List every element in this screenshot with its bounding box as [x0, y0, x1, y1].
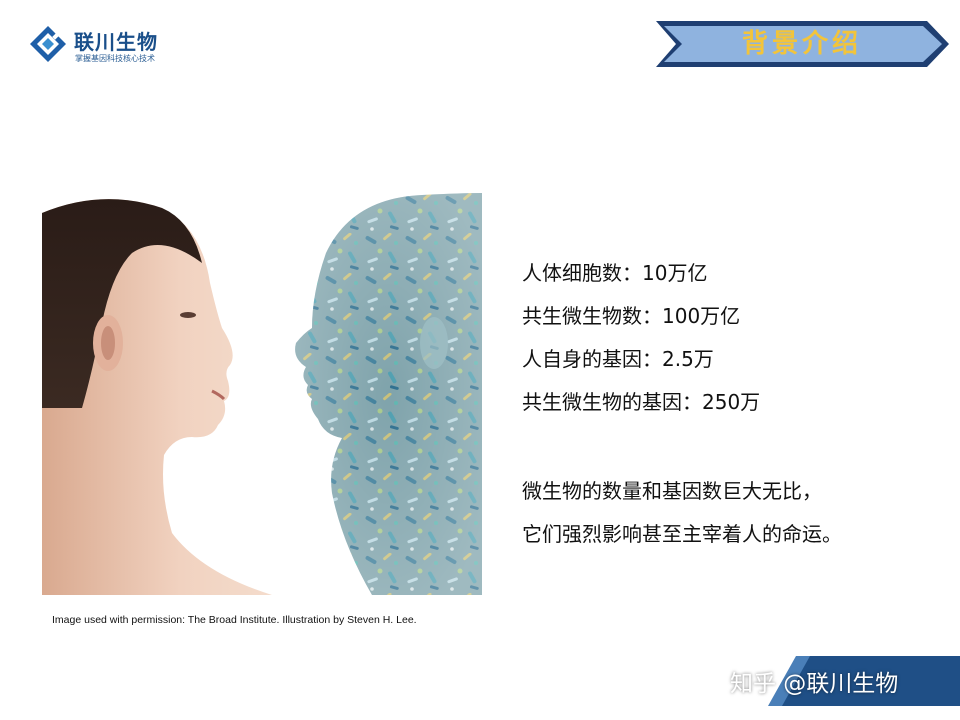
company-tagline: 掌握基因科技核心技术 [75, 54, 155, 63]
section-title-banner: 背景介绍 [652, 18, 952, 70]
company-logo: 联川生物 掌握基因科技核心技术 [28, 22, 168, 70]
banner-arrow-shape [656, 21, 949, 67]
image-caption: Image used with permission: The Broad In… [52, 614, 417, 626]
fact-microbe-genes: 共生微生物的基因：250万 [522, 390, 761, 414]
watermark-text: 知乎 @联川生物 [730, 671, 899, 697]
human-face-profile [42, 199, 272, 595]
zhihu-watermark: 知乎 @联川生物 [726, 656, 960, 706]
company-name: 联川生物 [74, 30, 158, 54]
human-microbe-faces-illustration [42, 193, 482, 595]
section-title: 背景介绍 [741, 29, 862, 59]
summary-line: 它们强烈影响甚至主宰着人的命运。 [522, 522, 842, 546]
facts-list: 人体细胞数：10万亿 共生微生物数：100万亿 人自身的基因：2.5万 共生微生… [522, 258, 760, 430]
watermark-ribbon-shape [768, 656, 960, 706]
fact-human-cells: 人体细胞数：10万亿 [522, 261, 708, 285]
fact-human-genes: 人自身的基因：2.5万 [522, 347, 714, 371]
summary-line: 微生物的数量和基因数巨大无比， [522, 479, 822, 503]
microbe-face-profile [295, 193, 482, 595]
logo-diamond-icon [30, 26, 66, 62]
fact-microbe-count: 共生微生物数：100万亿 [522, 304, 741, 328]
summary-text: 微生物的数量和基因数巨大无比， 它们强烈影响甚至主宰着人的命运。 [522, 476, 842, 562]
